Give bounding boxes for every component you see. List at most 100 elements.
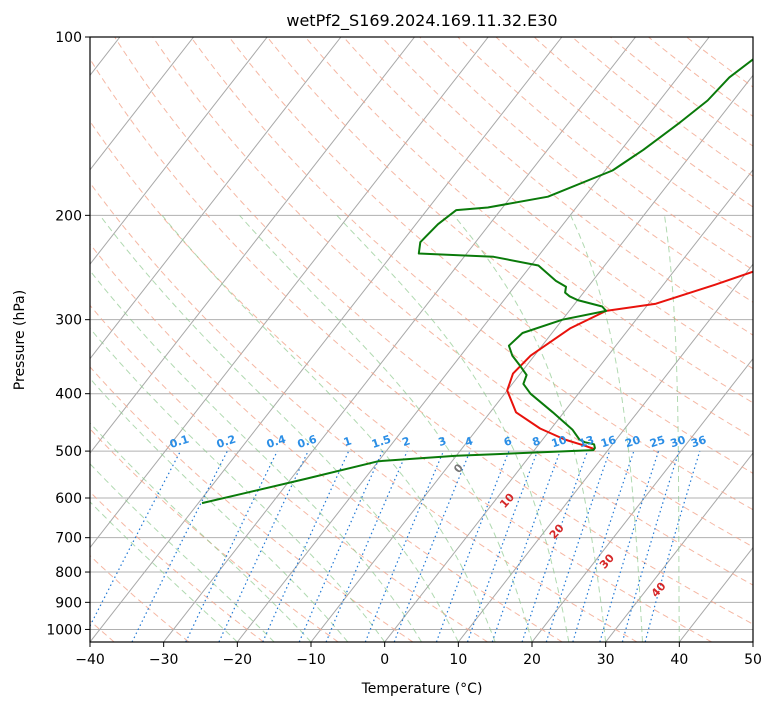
dry-adiabat (90, 491, 264, 642)
x-tick-label: 50 (744, 652, 762, 668)
temperature-profile (506, 270, 753, 451)
dry-adiabats (90, 37, 753, 642)
dry-adiabat (90, 182, 638, 642)
mixing-ratio-label: 2 (401, 434, 412, 449)
mixing-ratio-label: 25 (648, 433, 667, 450)
dry-adiabat (114, 37, 753, 586)
x-tick-label: 10 (449, 652, 467, 668)
x-tick-label: 40 (670, 652, 688, 668)
mixing-ratio-label: 1 (342, 434, 353, 449)
chart-title: wetPf2_S169.2024.169.11.32.E30 (286, 11, 557, 31)
grid (90, 37, 753, 630)
mixing-ratio-label: 13 (577, 433, 596, 450)
isotherm-line (531, 357, 753, 642)
mixing-ratio-line (521, 450, 589, 642)
dry-adiabat-label: -10 (0, 305, 7, 329)
y-tick-label: 600 (55, 491, 82, 507)
mixing-ratio-label: 6 (502, 434, 514, 449)
y-tick-label: 1000 (46, 622, 82, 638)
mixing-ratio-label: 0.4 (265, 432, 288, 450)
y-tick-label: 100 (55, 30, 82, 46)
mixing-ratio-label: 10 (550, 433, 569, 450)
dry-adiabat (90, 366, 414, 642)
dry-adiabat (686, 37, 753, 88)
x-tick-label: −20 (223, 652, 253, 668)
mixing-ratio-label: 8 (531, 434, 542, 449)
moist-adiabat (99, 215, 459, 642)
mixing-ratio-line (90, 450, 181, 628)
y-tick-label: 500 (55, 444, 82, 460)
moist-adiabat (90, 377, 349, 642)
mixing-ratio-line (393, 450, 471, 642)
x-tick-label: −30 (149, 652, 179, 668)
moist-adiabats (90, 214, 680, 642)
isotherm-line (90, 37, 268, 266)
mixing-ratio-line (545, 450, 611, 642)
dry-adiabat (533, 37, 753, 208)
dry-adiabat (343, 37, 753, 370)
mixing-ratio-label: 0.1 (168, 433, 191, 451)
sounding-lines (201, 58, 753, 505)
mixing-ratio-label: 3 (437, 434, 448, 449)
mixing-ratio-lines (90, 450, 701, 642)
dry-adiabat (90, 120, 712, 642)
x-axis-label: Temperature (°C) (361, 681, 483, 697)
dry-adiabat (152, 37, 753, 548)
x-tick-label: −10 (296, 652, 326, 668)
dewpoint-profile (201, 58, 753, 505)
mixing-ratio-line (621, 450, 680, 642)
plot-frame (89, 36, 754, 643)
moist-adiabat (570, 215, 643, 642)
isotherm-line (90, 37, 563, 642)
dry-adiabat (228, 37, 753, 474)
dry-adiabat (90, 58, 753, 625)
dry-adiabat (90, 554, 190, 642)
moist-adiabat (90, 422, 312, 642)
y-tick-label: 800 (55, 565, 82, 581)
mixing-ratio-line (185, 450, 278, 642)
dry-adiabat (304, 37, 753, 404)
isotherm-line (90, 37, 194, 171)
isotherm-line (236, 37, 710, 642)
mixing-ratio-label: 0.2 (215, 433, 238, 451)
isotherm-line (310, 74, 753, 642)
isotherm-line (90, 37, 489, 549)
isotherm-line (90, 37, 342, 360)
mixing-ratio-line (325, 450, 408, 642)
x-axis: −40 −30 −20 −10 0 10 20 30 40 50 (75, 642, 762, 668)
isotherm-line (457, 263, 753, 642)
isotherm-line (605, 452, 753, 642)
dry-adiabat (381, 37, 753, 336)
isotherm-line (752, 641, 753, 642)
dry-adiabat (90, 304, 488, 642)
x-tick-label: 0 (380, 652, 389, 668)
mixing-ratio-line (491, 450, 561, 642)
y-axis: 100 200 300 400 500 600 700 800 900 1000 (46, 30, 90, 638)
dry-adiabat (190, 37, 753, 511)
isotherm-line (90, 37, 415, 454)
mixing-ratio-line (572, 450, 635, 642)
mixing-ratio-label: 1.5 (370, 433, 393, 451)
moist-adiabat (239, 214, 533, 642)
isotherm-line (384, 168, 753, 642)
plot-area: -100-90-80-70-60-50-40-30-20-100.10.20.4… (0, 37, 753, 642)
moist-adiabat (453, 214, 607, 642)
mixing-ratio-line (218, 450, 309, 642)
y-axis-label: Pressure (hPa) (12, 290, 28, 390)
mixing-ratio-label: 4 (463, 434, 475, 449)
moist-adiabat (664, 215, 680, 642)
mixing-ratio-label: 0.6 (296, 432, 319, 450)
moist-adiabat (336, 214, 570, 642)
isotherm-line (163, 37, 636, 642)
moist-adiabat (90, 269, 422, 642)
mixing-ratio-label: 20 (623, 433, 642, 450)
x-tick-label: 30 (597, 652, 615, 668)
y-tick-label: 900 (55, 595, 82, 611)
x-tick-label: −40 (75, 652, 105, 668)
isopleth-labels: -100-90-80-70-60-50-40-30-20-100.10.20.4… (0, 305, 708, 599)
mixing-ratio-line (435, 450, 510, 642)
mixing-ratio-line (644, 450, 701, 642)
mixing-ratio-line (364, 450, 444, 642)
isotherms (90, 37, 753, 642)
